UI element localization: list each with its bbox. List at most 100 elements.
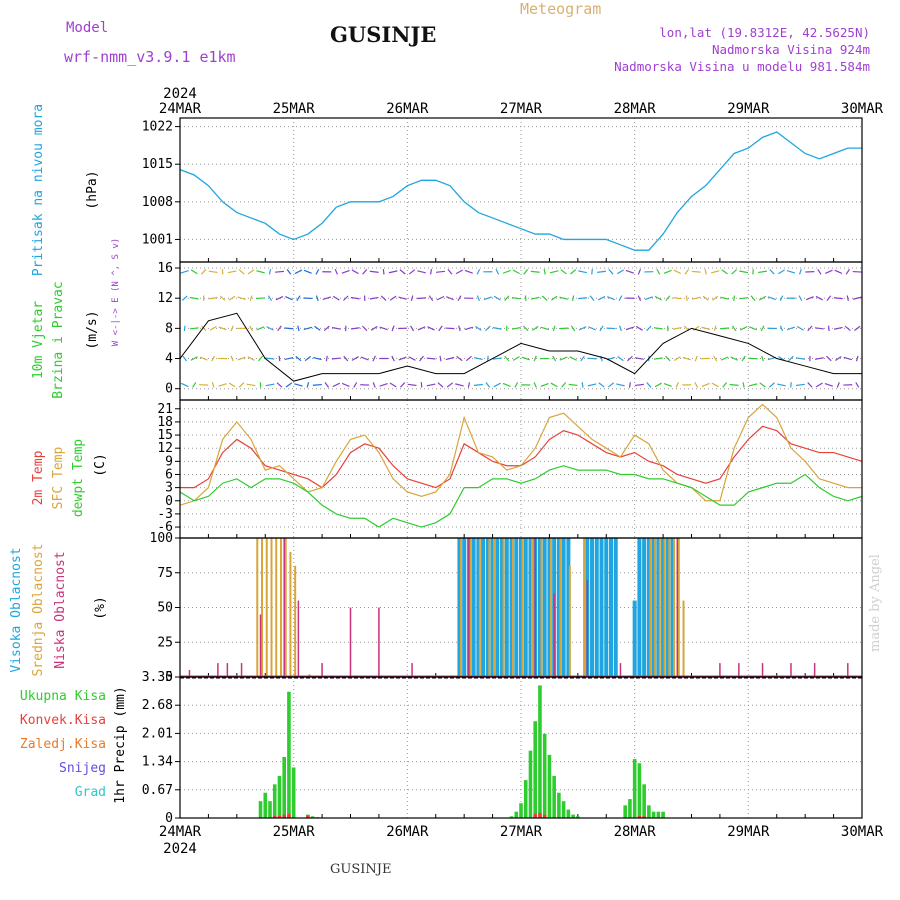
wind-barb: [777, 383, 786, 387]
cloud-mid-bar: [493, 538, 496, 677]
wind-barb: [730, 356, 738, 361]
wind-barb: [581, 382, 584, 388]
wind-barb: [190, 356, 198, 361]
wind-barb: [702, 295, 709, 301]
cloud-low-bar: [283, 538, 285, 677]
wind-barb: [485, 382, 491, 388]
wind-barb: [286, 268, 292, 275]
wind-barb: [739, 270, 748, 274]
wind-barb: [618, 295, 623, 302]
total-precip-bar: [538, 685, 542, 818]
wind-barb: [372, 382, 376, 388]
wind-barb: [211, 355, 216, 362]
wind-barb: [265, 383, 275, 387]
wind-barb: [237, 356, 246, 361]
wind-barb: [306, 382, 310, 388]
cloud-mid-bar: [270, 538, 273, 677]
cloud-mid-bar: [663, 538, 666, 677]
wind-barb: [230, 325, 234, 332]
cloud-high-bar: [504, 538, 509, 677]
wind-barb: [769, 382, 775, 388]
model-label: Model: [66, 20, 109, 36]
wind-barb: [617, 355, 624, 362]
cloud-low-axis-title: Niska Oblacnost: [53, 551, 68, 668]
wind-barb: [294, 269, 303, 275]
x-tick-label-bottom: 25MAR: [273, 824, 316, 840]
conv-precip-bar: [637, 815, 642, 818]
wind-barb: [541, 295, 548, 301]
cloud-low-bar: [259, 614, 262, 677]
wind-barb: [183, 325, 186, 332]
wind-barb: [844, 325, 851, 332]
wind-barb: [761, 355, 764, 362]
wind-barb: [389, 382, 397, 388]
cloud-low-bar: [321, 663, 323, 677]
wind-barb: [742, 382, 745, 388]
wind-barb: [824, 269, 833, 274]
cloud-mid-bar: [284, 538, 287, 677]
cloud-high-bar: [661, 538, 666, 677]
x-tick-label-top: 27MAR: [500, 101, 543, 117]
temperature-ytick-label: -3: [157, 507, 173, 522]
cloud-high-bar: [462, 538, 467, 677]
wind-barb: [578, 297, 588, 300]
wind-barb: [653, 357, 663, 360]
total-precip-bar: [647, 805, 651, 818]
wind-barb: [530, 296, 540, 300]
x-tick-label-top: 26MAR: [386, 101, 429, 117]
cloud-high-bar: [642, 538, 647, 677]
wind-barb: [854, 325, 861, 331]
wind-barb: [399, 382, 406, 388]
lonlat-readout: lon,lat (19.8312E, 42.5625N): [659, 25, 870, 40]
wind-barb: [684, 268, 690, 275]
cloud-axis-unit: (%): [93, 596, 108, 619]
wind-barb: [522, 325, 529, 332]
total-precip-bar: [282, 756, 286, 818]
cloud-mid-bar: [530, 538, 533, 677]
wind-barb: [332, 295, 340, 301]
wind-barb: [324, 382, 330, 388]
wind-barb: [759, 382, 766, 388]
wind-barb: [372, 355, 376, 362]
wind-barb: [731, 325, 737, 332]
precipitation-ytick-label: 2.01: [142, 726, 173, 741]
year-label-bottom: 2024: [163, 841, 197, 857]
wind-barb: [334, 268, 338, 275]
cloud-high-bar: [651, 538, 656, 677]
wind-barb: [455, 383, 464, 387]
wind-barb: [720, 356, 729, 361]
cloud-high-bar: [656, 538, 661, 677]
wind-barb: [435, 270, 445, 273]
wind-barb: [512, 269, 520, 275]
wind-barb: [218, 383, 227, 387]
wind-barb: [815, 382, 823, 388]
wind-barb: [428, 295, 434, 302]
cloud-high-bar: [665, 538, 670, 677]
dewpoint-axis-title: dewpt Temp: [71, 439, 86, 517]
wind-barb: [228, 295, 236, 301]
wind-barb: [598, 382, 605, 388]
wind-barb: [845, 268, 850, 275]
precipitation-frame: [179, 676, 863, 819]
precip-legend-item: Snijeg: [59, 761, 106, 776]
wind-barb: [483, 296, 492, 301]
cloud-mid-bar: [658, 538, 661, 677]
wind-barb: [429, 269, 433, 275]
pressure-axis-unit: (hPa): [85, 170, 100, 209]
cloud-mid-bar: [677, 538, 680, 677]
precipitation-ytick-label: 2.68: [142, 698, 173, 713]
cloud-low-bar: [847, 663, 849, 677]
cloud-mid-axis-title: Srednja Oblacnost: [31, 543, 46, 676]
cloud-mid-bar: [275, 538, 278, 677]
wind-barb: [675, 382, 680, 388]
pressure-ytick-label: 1001: [142, 232, 173, 247]
wind-barb: [408, 269, 416, 275]
wind-barb: [323, 325, 330, 332]
total-precip-bar: [651, 811, 656, 818]
cloud-high-bar: [542, 538, 547, 677]
wind-barb: [805, 296, 814, 301]
wind-barb: [417, 270, 426, 274]
wind-barb: [211, 382, 215, 388]
wind-barb: [446, 382, 454, 388]
